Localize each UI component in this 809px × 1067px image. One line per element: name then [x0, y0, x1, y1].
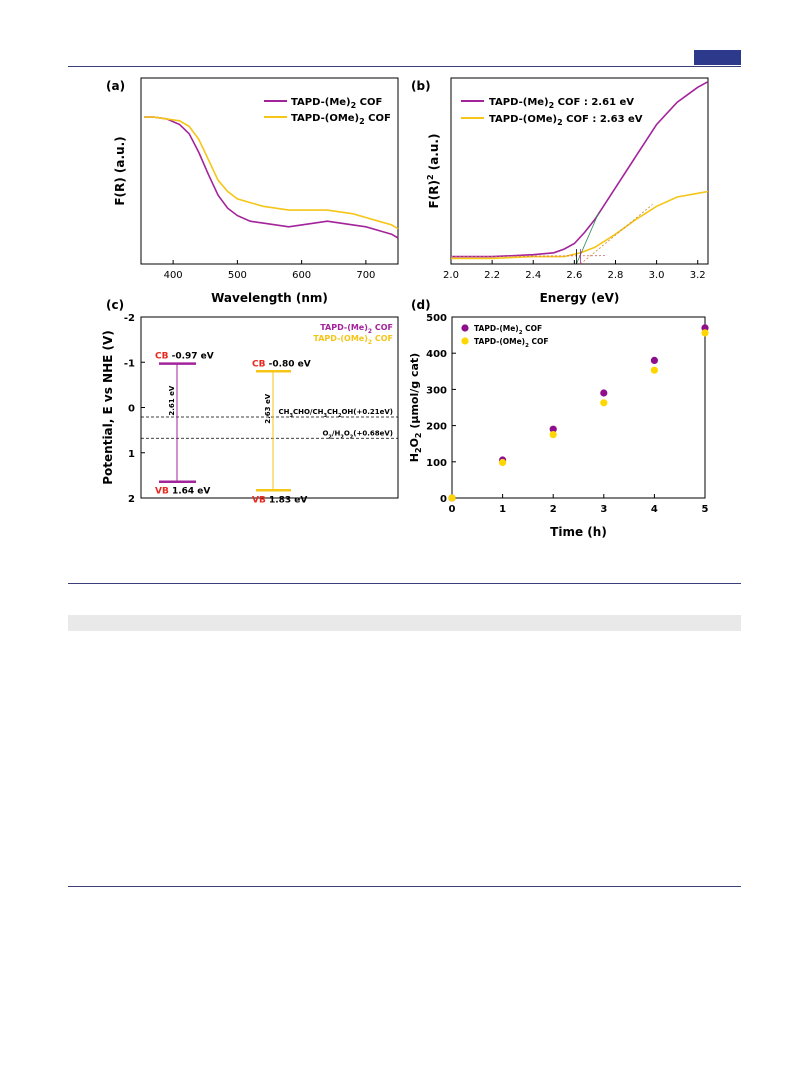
y-tick-label-d: 300 — [426, 385, 447, 396]
x-tick-label-a: 500 — [228, 270, 247, 281]
legend-entry-c-ome: TAPD-(OMe)2 COF — [313, 334, 393, 346]
x-tick-label-d: 1 — [499, 504, 506, 515]
footer-rule — [68, 886, 741, 887]
data-point-d — [448, 494, 456, 502]
header-rule — [68, 66, 741, 67]
plot-area-b — [450, 77, 709, 265]
x-tick-label-d: 0 — [449, 504, 456, 515]
panel-label-c: (c) — [106, 298, 124, 312]
x-tick-label-b: 2.8 — [608, 270, 624, 281]
y-tick-label-c: -2 — [124, 313, 135, 324]
y-tick-label-c: 2 — [128, 494, 135, 505]
y-tick-label-d: 500 — [426, 313, 447, 324]
legend-entry-b: TAPD-(OMe)2 COF : 2.63 eV — [489, 114, 643, 127]
legend-entry-b: TAPD-(Me)2 COF : 2.61 eV — [489, 97, 634, 110]
x-tick-label-b: 3.2 — [690, 270, 706, 281]
baseline-guide — [450, 255, 606, 257]
x-tick-label-d: 5 — [702, 504, 709, 515]
data-point-d — [600, 389, 608, 397]
y-tick-label-d: 100 — [426, 458, 447, 469]
vb-label: VB 1.83 eV — [252, 495, 307, 505]
header-tab — [694, 50, 741, 65]
gap-label: 2.61 eV — [168, 385, 176, 415]
x-tick-label-b: 2.2 — [484, 270, 500, 281]
x-axis-label-b: Energy (eV) — [540, 291, 620, 305]
cb-label: CB -0.97 eV — [155, 352, 214, 362]
panel-a: (a) 400 500 600 700 Wavelength (nm) F(R) (a.u.… — [106, 77, 399, 305]
series-line-a — [144, 116, 399, 230]
y-tick-label-d: 0 — [440, 494, 447, 505]
data-point-d — [549, 431, 557, 439]
panel-d: (d) 0 1 2 3 4 5 0 100 200 300 400 500 Time (h) H2O2 (µ… — [408, 298, 709, 539]
data-point-d — [499, 458, 507, 467]
y-tick-label-c: 0 — [128, 404, 135, 415]
cb-label: CB -0.80 eV — [252, 359, 311, 369]
data-point-d — [701, 329, 709, 337]
series-line-b — [451, 190, 709, 260]
legend-marker-d — [461, 337, 469, 345]
y-tick-label-c: -1 — [124, 358, 135, 369]
table-header-band — [68, 615, 741, 631]
plot-area-a — [140, 77, 399, 265]
x-tick-label-d: 4 — [651, 504, 658, 515]
x-tick-label-b: 2.4 — [525, 270, 541, 281]
redox-level-label: O2/H2O2(+0.68eV) — [322, 429, 393, 440]
y-tick-label-c: 1 — [128, 449, 135, 460]
legend-entry-c-me: TAPD-(Me)2 COF — [320, 323, 393, 335]
tangent-line-ome — [580, 204, 653, 265]
y-axis-label-b: F(R)2 (a.u.) — [426, 134, 441, 209]
legend-entry-d: TAPD-(OMe)2 COF — [474, 337, 549, 349]
x-tick-label-b: 2.6 — [566, 270, 582, 281]
legend-marker-d — [461, 324, 469, 332]
panel-b: (b) 2.0 2.2 2.4 2.6 2.8 3.0 3.2 Energy (eV) F(R)2… — [411, 77, 709, 305]
caption-rule-top — [68, 583, 741, 584]
panel-label-b: (b) — [411, 79, 431, 93]
data-point-d — [549, 425, 557, 433]
x-tick-label-d: 3 — [600, 504, 607, 515]
data-point-d — [650, 356, 659, 364]
data-point-d — [701, 324, 709, 332]
x-tick-label-d: 2 — [550, 504, 557, 515]
redox-level-label: CH3CHO/CH3CH2OH(+0.21eV) — [279, 408, 394, 419]
gap-label: 2.63 eV — [264, 393, 272, 423]
panel-c: (c)-2 -1 0 1 2 Potential, E vs NHE (V) TAPD-(M… — [101, 298, 399, 505]
x-tick-label-b: 3.0 — [649, 270, 665, 281]
legend-entry-d: TAPD-(Me)2 COF — [474, 324, 542, 336]
vb-label: VB 1.64 eV — [155, 487, 210, 497]
legend-entry-a: TAPD-(Me)2 COF — [291, 97, 382, 110]
series-line-a — [144, 116, 399, 239]
plot-area-d — [451, 316, 706, 499]
x-tick-label-a: 700 — [356, 270, 375, 281]
legend-entry-a: TAPD-(OMe)2 COF — [291, 113, 391, 126]
y-tick-label-d: 400 — [426, 349, 447, 360]
panel-label-d: (d) — [411, 298, 431, 312]
x-axis-label-d: Time (h) — [550, 525, 607, 539]
panel-label-a: (a) — [106, 79, 125, 93]
data-point-d — [650, 366, 659, 374]
data-point-d — [600, 399, 608, 407]
y-axis-label-a: F(R) (a.u.) — [113, 136, 127, 205]
x-tick-label-a: 400 — [164, 270, 183, 281]
x-axis-label-a: Wavelength (nm) — [211, 291, 328, 305]
x-tick-label-a: 600 — [292, 270, 311, 281]
y-axis-label-d: H2O2 (µmol/g cat) — [408, 353, 423, 462]
series-line-b — [451, 80, 709, 258]
x-tick-label-b: 2.0 — [443, 270, 459, 281]
y-axis-label-c: Potential, E vs NHE (V) — [101, 330, 115, 485]
y-tick-label-d: 200 — [426, 422, 447, 433]
